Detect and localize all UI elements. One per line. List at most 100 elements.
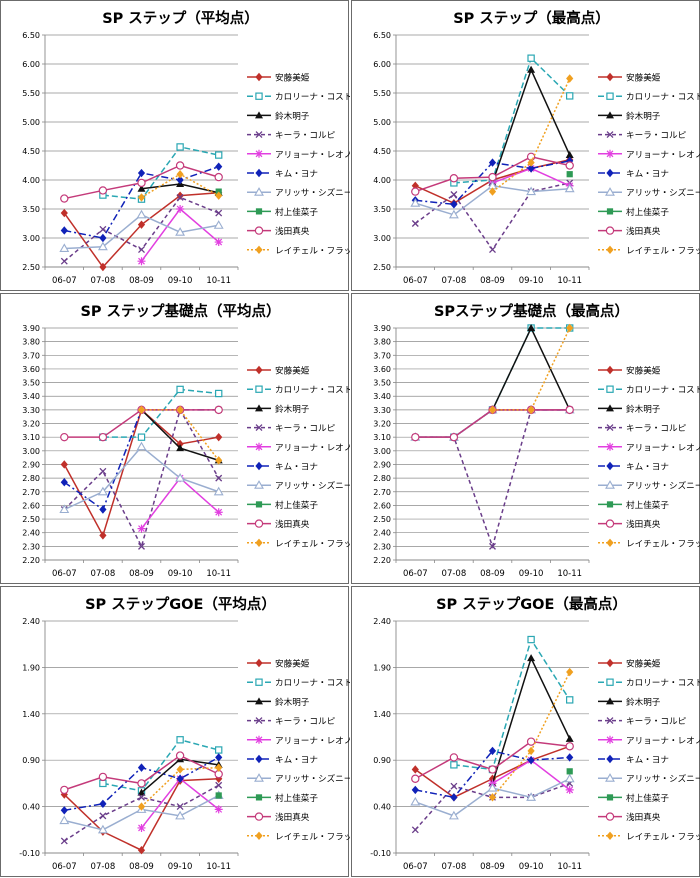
data-point bbox=[176, 191, 184, 200]
x-tick-label: 10-11 bbox=[557, 862, 582, 872]
data-point bbox=[566, 92, 574, 100]
x-tick-label: 08-09 bbox=[129, 569, 154, 579]
data-point bbox=[99, 779, 107, 788]
x-tick-label: 06-07 bbox=[52, 862, 77, 872]
data-point bbox=[215, 151, 223, 159]
data-point bbox=[59, 504, 70, 514]
chart-title: SP ステップGOE（平均点） bbox=[85, 595, 276, 613]
legend-label: キム・ヨナ bbox=[626, 755, 669, 766]
data-point bbox=[448, 810, 459, 820]
data-point bbox=[97, 486, 108, 496]
legend-entry: レイチェル・フラット bbox=[598, 831, 700, 842]
x-tick-label: 09-10 bbox=[168, 276, 193, 286]
data-point bbox=[137, 433, 146, 441]
data-point bbox=[175, 810, 186, 820]
series-line bbox=[63, 408, 219, 538]
legend-entry: アリョーナ・レオノワ bbox=[598, 149, 700, 160]
data-point bbox=[214, 405, 223, 415]
y-tick-label: 3.30 bbox=[22, 406, 40, 415]
legend-label: アリッサ・シズニー bbox=[626, 187, 700, 199]
data-point bbox=[411, 220, 419, 227]
data-point bbox=[565, 151, 574, 159]
data-point bbox=[137, 193, 146, 202]
x-tick-label: 07-08 bbox=[91, 862, 116, 872]
legend-marker bbox=[255, 72, 263, 82]
legend-label: アリョーナ・レオノワ bbox=[626, 442, 700, 453]
series-レイチェル・フラット bbox=[488, 74, 574, 196]
chart-svg: SP ステップ（最高点） 2.50 3.00 3.50 4.00 4.50 5.00 5.50… bbox=[373, 9, 700, 286]
legend-label: レイチェル・フラット bbox=[626, 245, 700, 256]
data-point bbox=[411, 765, 419, 774]
chart-panel-5: SP ステップGOE（平均点） -0.10 0.40 0.90 1.40 1.90 2.40… bbox=[0, 586, 350, 877]
legend-entry: 村上佳菜子 bbox=[598, 792, 669, 804]
legend-marker bbox=[606, 538, 614, 547]
y-tick-label: -0.10 bbox=[370, 849, 391, 858]
legend-label: レイチェル・フラット bbox=[275, 538, 350, 549]
legend-marker bbox=[606, 461, 614, 471]
legend-marker bbox=[606, 697, 614, 705]
legend-entry: キーラ・コルピ bbox=[247, 423, 336, 434]
data-point bbox=[60, 226, 68, 235]
legend-entry: キム・ヨナ bbox=[598, 169, 669, 180]
x-tick-label: 06-07 bbox=[403, 276, 428, 286]
legend-label: レイチェル・フラット bbox=[626, 831, 700, 842]
legend-label: 安藤美姫 bbox=[626, 658, 661, 670]
y-tick-label: 6.50 bbox=[22, 31, 40, 40]
legend-label: 浅田真央 bbox=[626, 811, 661, 823]
legend-entry: アリッサ・シズニー bbox=[598, 480, 700, 492]
series-line bbox=[140, 777, 220, 829]
series-カロリーナ・コストナー bbox=[99, 736, 223, 795]
x-tick-label: 10-11 bbox=[206, 569, 231, 579]
legend-marker bbox=[255, 404, 263, 412]
data-point bbox=[176, 736, 184, 744]
y-tick-label: 3.20 bbox=[22, 420, 40, 429]
series-浅田真央 bbox=[411, 152, 574, 196]
legend-entry: カロリーナ・コストナー bbox=[247, 92, 350, 103]
y-tick-label: 1.90 bbox=[22, 663, 40, 672]
y-tick-label: 3.80 bbox=[373, 338, 391, 347]
legend-label: アリッサ・シズニー bbox=[275, 773, 350, 785]
y-tick-label: 2.50 bbox=[373, 515, 391, 524]
legend-label: 安藤美姫 bbox=[626, 72, 661, 84]
y-tick-label: 3.50 bbox=[373, 205, 391, 214]
x-tick-label: 09-10 bbox=[168, 569, 193, 579]
x-tick-label: 08-09 bbox=[129, 276, 154, 286]
data-point bbox=[565, 161, 574, 170]
data-point bbox=[137, 763, 146, 772]
series-line bbox=[102, 388, 219, 438]
data-point bbox=[176, 385, 184, 394]
series-浅田真央 bbox=[60, 751, 223, 795]
series-line bbox=[492, 327, 571, 411]
legend-entry: 安藤美姫 bbox=[598, 658, 661, 670]
series-鈴木明子 bbox=[488, 654, 574, 787]
data-point bbox=[214, 805, 223, 814]
legend-entry: 鈴木明子 bbox=[247, 110, 310, 122]
data-point bbox=[565, 734, 574, 742]
legend-label: カロリーナ・コストナー bbox=[275, 92, 350, 103]
series-line bbox=[453, 637, 571, 771]
legend-entry: カロリーナ・コストナー bbox=[598, 92, 700, 103]
y-tick-label: 2.60 bbox=[22, 501, 40, 510]
legend-entry: 浅田真央 bbox=[247, 811, 310, 823]
x-tick-label: 06-07 bbox=[52, 569, 77, 579]
y-tick-label: 2.50 bbox=[373, 263, 391, 272]
series-line bbox=[491, 671, 571, 798]
legend-entry: キム・ヨナ bbox=[247, 169, 318, 180]
legend-label: 浅田真央 bbox=[275, 225, 310, 237]
x-tick-label: 09-10 bbox=[168, 862, 193, 872]
data-point bbox=[489, 246, 496, 254]
y-tick-label: 2.30 bbox=[22, 542, 40, 551]
data-point bbox=[215, 209, 223, 217]
chart-title: SP ステップ（平均点） bbox=[102, 9, 259, 27]
legend-entry: キーラ・コルピ bbox=[598, 716, 687, 727]
y-tick-label: 3.70 bbox=[373, 351, 391, 360]
data-point bbox=[411, 785, 419, 795]
legend-marker bbox=[255, 208, 263, 215]
data-point bbox=[215, 162, 223, 171]
legend-entry: アリッサ・シズニー bbox=[598, 773, 700, 785]
legend-label: キーラ・コルピ bbox=[626, 130, 687, 141]
legend-label: アリッサ・シズニー bbox=[626, 480, 700, 492]
legend-label: キム・ヨナ bbox=[275, 462, 318, 473]
legend-marker bbox=[606, 735, 614, 744]
legend-entry: 安藤美姫 bbox=[247, 658, 310, 670]
